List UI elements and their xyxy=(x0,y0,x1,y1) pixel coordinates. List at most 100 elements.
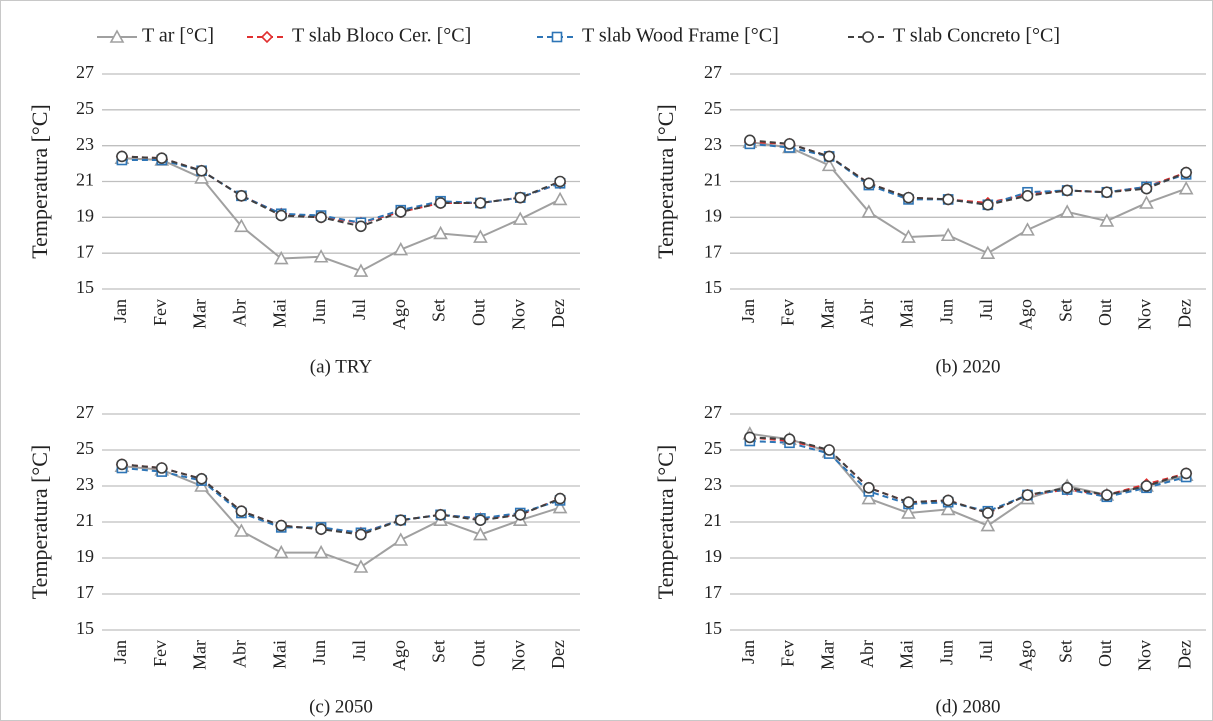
data-point xyxy=(273,544,289,559)
x-tick-label: Jul xyxy=(349,640,369,661)
data-point xyxy=(353,263,369,277)
data-point xyxy=(982,507,994,519)
series-line xyxy=(749,436,1187,515)
x-tick-label: Mar xyxy=(817,299,837,329)
data-point xyxy=(234,523,249,537)
y-tick-label: 15 xyxy=(704,618,722,638)
data-point xyxy=(155,152,168,165)
data-point xyxy=(821,157,837,172)
data-point xyxy=(116,150,128,163)
legend-marker xyxy=(862,31,874,43)
series-line xyxy=(121,157,561,273)
data-point xyxy=(313,544,329,559)
data-point xyxy=(434,197,447,209)
data-point xyxy=(313,249,329,263)
y-tick-label: 25 xyxy=(704,98,722,118)
data-point xyxy=(195,472,208,485)
data-point xyxy=(315,211,327,224)
panel-subtitle: (a) TRY xyxy=(310,356,373,377)
legend-label: T slab Wood Frame [°C] xyxy=(582,25,779,47)
y-tick-label: 27 xyxy=(704,402,722,422)
data-point xyxy=(783,138,796,150)
panel-subtitle: (b) 2020 xyxy=(936,356,1001,377)
data-point xyxy=(940,227,956,242)
data-point xyxy=(902,496,915,509)
x-tick-label: Ago xyxy=(389,640,409,671)
data-point xyxy=(1101,186,1113,199)
y-tick-label: 15 xyxy=(76,618,94,638)
x-tick-label: Mai xyxy=(897,640,917,669)
y-tick-label: 19 xyxy=(704,205,722,225)
x-tick-label: Nov xyxy=(1135,640,1155,671)
x-tick-label: Set xyxy=(1055,640,1075,663)
x-tick-label: Dez xyxy=(1174,299,1194,328)
data-point xyxy=(234,218,249,233)
y-tick-label: 23 xyxy=(76,134,94,154)
data-point xyxy=(1099,213,1115,227)
x-tick-label: Ago xyxy=(389,299,409,330)
data-point xyxy=(1180,166,1192,179)
data-point xyxy=(355,528,367,541)
x-tick-label: Abr xyxy=(857,640,877,668)
series-line xyxy=(121,465,561,569)
data-point xyxy=(194,170,209,184)
data-point xyxy=(744,134,756,147)
y-tick-label: 15 xyxy=(704,277,722,297)
data-point xyxy=(902,191,915,204)
x-tick-label: Jul xyxy=(976,299,996,320)
legend-marker xyxy=(551,31,563,43)
series-line xyxy=(749,141,1187,255)
y-tick-label: 17 xyxy=(704,582,722,602)
x-tick-label: Dez xyxy=(1174,640,1194,669)
data-point xyxy=(1139,195,1154,209)
x-tick-label: Abr xyxy=(230,640,250,668)
x-tick-label: Out xyxy=(469,640,489,667)
x-tick-label: Ago xyxy=(1016,640,1036,671)
data-point xyxy=(1059,204,1075,218)
x-tick-label: Nov xyxy=(508,299,528,330)
y-tick-label: 15 xyxy=(76,277,94,297)
y-axis-label: Temperatura [°C] xyxy=(653,445,678,599)
x-tick-label: Mar xyxy=(817,640,837,670)
y-tick-label: 21 xyxy=(704,170,722,190)
x-tick-label: Mai xyxy=(269,640,289,669)
y-tick-label: 23 xyxy=(704,134,722,154)
data-point xyxy=(1180,467,1192,480)
x-tick-label: Fev xyxy=(778,640,798,667)
y-tick-label: 19 xyxy=(76,546,94,566)
data-point xyxy=(863,177,875,190)
x-tick-label: Mai xyxy=(269,299,289,328)
data-point xyxy=(315,523,327,536)
data-point xyxy=(393,241,409,256)
y-tick-label: 21 xyxy=(704,510,722,530)
y-tick-label: 17 xyxy=(76,241,94,261)
data-point xyxy=(275,519,288,532)
x-tick-label: Nov xyxy=(1135,299,1155,330)
y-tick-label: 27 xyxy=(76,402,94,422)
legend-label: T slab Concreto [°C] xyxy=(893,25,1060,47)
data-point xyxy=(1140,182,1153,195)
data-point xyxy=(942,494,954,507)
x-tick-label: Jan xyxy=(110,299,130,323)
x-tick-label: Jan xyxy=(738,640,758,664)
series-line xyxy=(121,463,561,536)
x-tick-label: Fev xyxy=(150,299,170,326)
y-tick-label: 25 xyxy=(76,438,94,458)
data-point xyxy=(901,505,916,519)
y-tick-label: 21 xyxy=(76,510,94,530)
data-point xyxy=(434,508,447,521)
data-point xyxy=(1061,481,1073,494)
data-point xyxy=(823,150,835,163)
series-line xyxy=(121,467,561,534)
data-point xyxy=(235,505,248,518)
data-point xyxy=(1020,222,1035,236)
data-point xyxy=(394,206,407,218)
data-point xyxy=(861,204,877,218)
data-point xyxy=(861,490,877,505)
data-point xyxy=(980,245,996,259)
y-axis-label: Temperatura [°C] xyxy=(27,445,52,599)
x-tick-label: Mar xyxy=(190,299,210,329)
data-point xyxy=(355,220,367,233)
data-point xyxy=(473,229,488,243)
legend-label: T ar [°C] xyxy=(142,25,214,47)
